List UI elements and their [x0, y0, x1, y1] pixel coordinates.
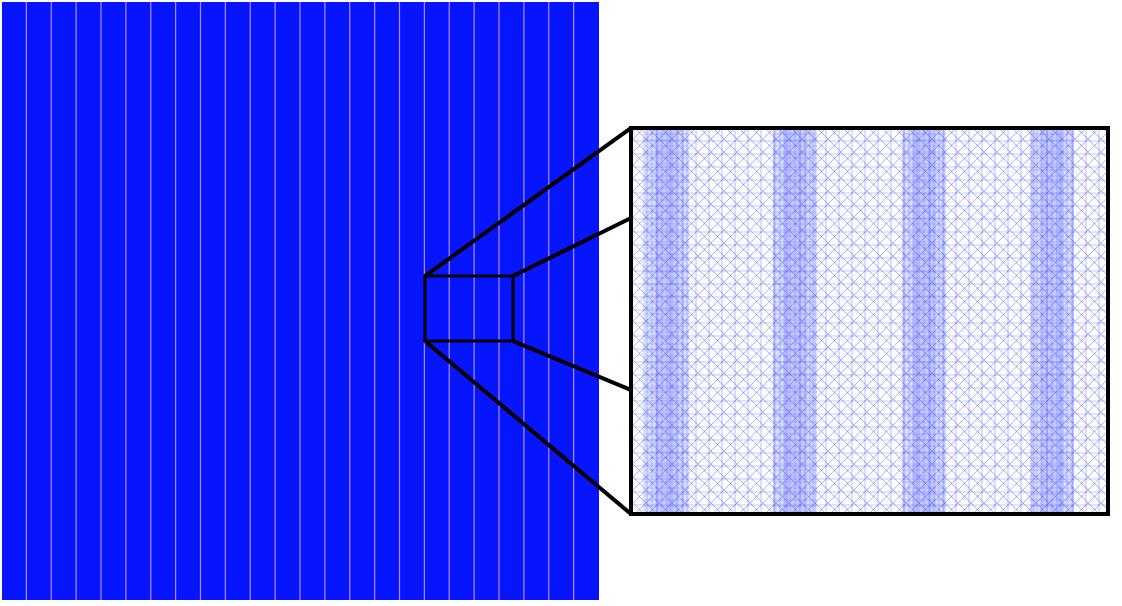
zoom-inset-background	[631, 128, 1108, 514]
mesh-line	[790, 196, 1108, 514]
mesh-line	[855, 261, 1108, 514]
mesh-line	[738, 144, 1108, 514]
mesh-line	[1037, 128, 1108, 199]
mesh-line	[631, 128, 723, 220]
mesh-line	[946, 352, 1108, 514]
mesh-line	[660, 128, 1048, 514]
mesh-line	[631, 435, 710, 514]
mesh-line	[972, 378, 1108, 514]
mesh-line	[1011, 128, 1108, 225]
mesh-line	[631, 128, 996, 493]
connector-line-top	[423, 126, 633, 278]
mesh-line	[699, 128, 1087, 514]
mesh-line	[946, 128, 1108, 290]
mesh-line	[1011, 417, 1108, 514]
mesh-line	[631, 128, 905, 402]
zoom-inset	[629, 126, 1110, 516]
mesh-line	[631, 344, 801, 514]
mesh-line	[647, 128, 1035, 514]
mesh-line	[1037, 443, 1108, 514]
mesh-line	[631, 128, 801, 298]
mesh-line	[631, 128, 814, 311]
mesh-line	[631, 128, 736, 233]
mesh-line	[712, 128, 1100, 514]
mesh-line	[631, 128, 840, 337]
mesh-line	[998, 128, 1108, 238]
mesh-line	[631, 128, 710, 207]
mesh-line	[631, 331, 814, 514]
mesh-line	[933, 339, 1108, 514]
mesh-line	[631, 128, 944, 441]
zoom-inset-border	[629, 126, 1110, 516]
mesh-line	[842, 248, 1108, 514]
mesh-line	[985, 391, 1108, 514]
mesh-line	[764, 170, 1108, 514]
mesh-line	[631, 128, 749, 246]
connector-line-bottom	[423, 339, 633, 516]
mesh-line	[673, 128, 1061, 514]
mesh-line	[631, 383, 762, 514]
mesh-line	[959, 128, 1108, 277]
mesh-line	[631, 128, 970, 467]
mesh-line	[631, 409, 736, 514]
mesh-line	[933, 128, 1108, 303]
mesh-line	[631, 128, 983, 480]
mesh-line	[631, 128, 762, 259]
connector-line-lower	[512, 339, 632, 392]
mesh-line	[972, 128, 1108, 264]
mesh-line	[1024, 128, 1108, 212]
mesh-line	[631, 396, 749, 514]
mesh-line	[631, 128, 957, 454]
mesh-line	[894, 300, 1108, 514]
mesh-line	[777, 183, 1108, 514]
mesh-line	[631, 128, 931, 428]
mesh-line	[631, 370, 775, 514]
mesh-line	[985, 128, 1108, 251]
mesh-line	[631, 128, 788, 285]
mesh-line	[631, 357, 788, 514]
mesh-line	[816, 222, 1108, 514]
mesh-line	[959, 365, 1108, 514]
mesh-line	[631, 128, 853, 350]
mesh-line	[803, 209, 1108, 514]
mesh-line	[686, 128, 1074, 514]
domain-mesh-panel	[2, 2, 599, 600]
mesh-line	[631, 128, 879, 376]
mesh-line	[751, 157, 1108, 514]
mesh-line	[631, 128, 892, 389]
mesh-line	[881, 287, 1108, 514]
zoom-connectors	[423, 126, 633, 516]
refinement-stripes	[25, 2, 575, 600]
mesh-line	[631, 128, 775, 272]
mesh-line	[634, 128, 1022, 514]
mesh-line	[998, 404, 1108, 514]
mesh-line	[1024, 430, 1108, 514]
mesh-line	[907, 313, 1108, 514]
mesh-line	[920, 128, 1108, 316]
connector-line-upper	[512, 216, 632, 278]
mesh-line	[829, 235, 1108, 514]
mesh-line	[631, 422, 723, 514]
mesh-line	[920, 326, 1108, 514]
mesh-line	[631, 128, 918, 415]
